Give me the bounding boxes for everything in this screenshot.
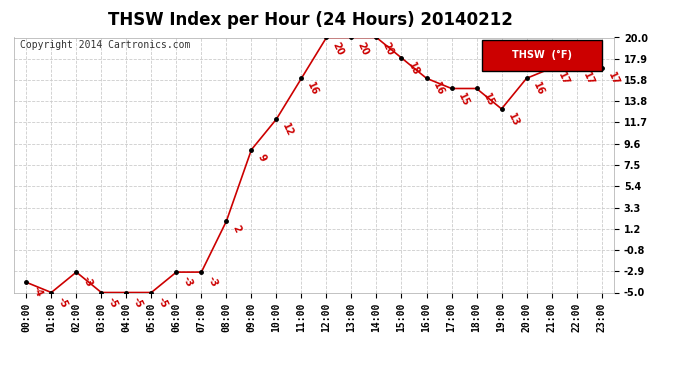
Text: -3: -3	[81, 275, 94, 289]
Text: 2: 2	[230, 224, 242, 234]
Text: 20: 20	[331, 40, 346, 57]
Text: -4: -4	[30, 285, 44, 299]
Text: 18: 18	[406, 61, 420, 77]
Text: 17: 17	[581, 71, 595, 87]
Text: Copyright 2014 Cartronics.com: Copyright 2014 Cartronics.com	[20, 40, 190, 50]
Text: 9: 9	[255, 153, 268, 163]
Text: 16: 16	[531, 81, 546, 98]
Text: -5: -5	[155, 295, 169, 309]
Text: THSW  (°F): THSW (°F)	[512, 50, 572, 60]
Text: 12: 12	[281, 122, 295, 138]
Text: -5: -5	[130, 295, 144, 309]
Text: 13: 13	[506, 112, 520, 128]
FancyBboxPatch shape	[482, 40, 602, 70]
Text: 17: 17	[555, 71, 571, 87]
Text: 16: 16	[431, 81, 446, 98]
Text: -5: -5	[106, 295, 119, 309]
Text: -5: -5	[55, 295, 69, 309]
Text: 20: 20	[355, 40, 371, 57]
Text: 15: 15	[455, 91, 471, 108]
Text: THSW Index per Hour (24 Hours) 20140212: THSW Index per Hour (24 Hours) 20140212	[108, 11, 513, 29]
Text: 17: 17	[606, 71, 620, 87]
Text: -3: -3	[206, 275, 219, 289]
Text: 16: 16	[306, 81, 320, 98]
Text: 20: 20	[381, 40, 395, 57]
Text: 15: 15	[481, 91, 495, 108]
Text: -3: -3	[181, 275, 194, 289]
